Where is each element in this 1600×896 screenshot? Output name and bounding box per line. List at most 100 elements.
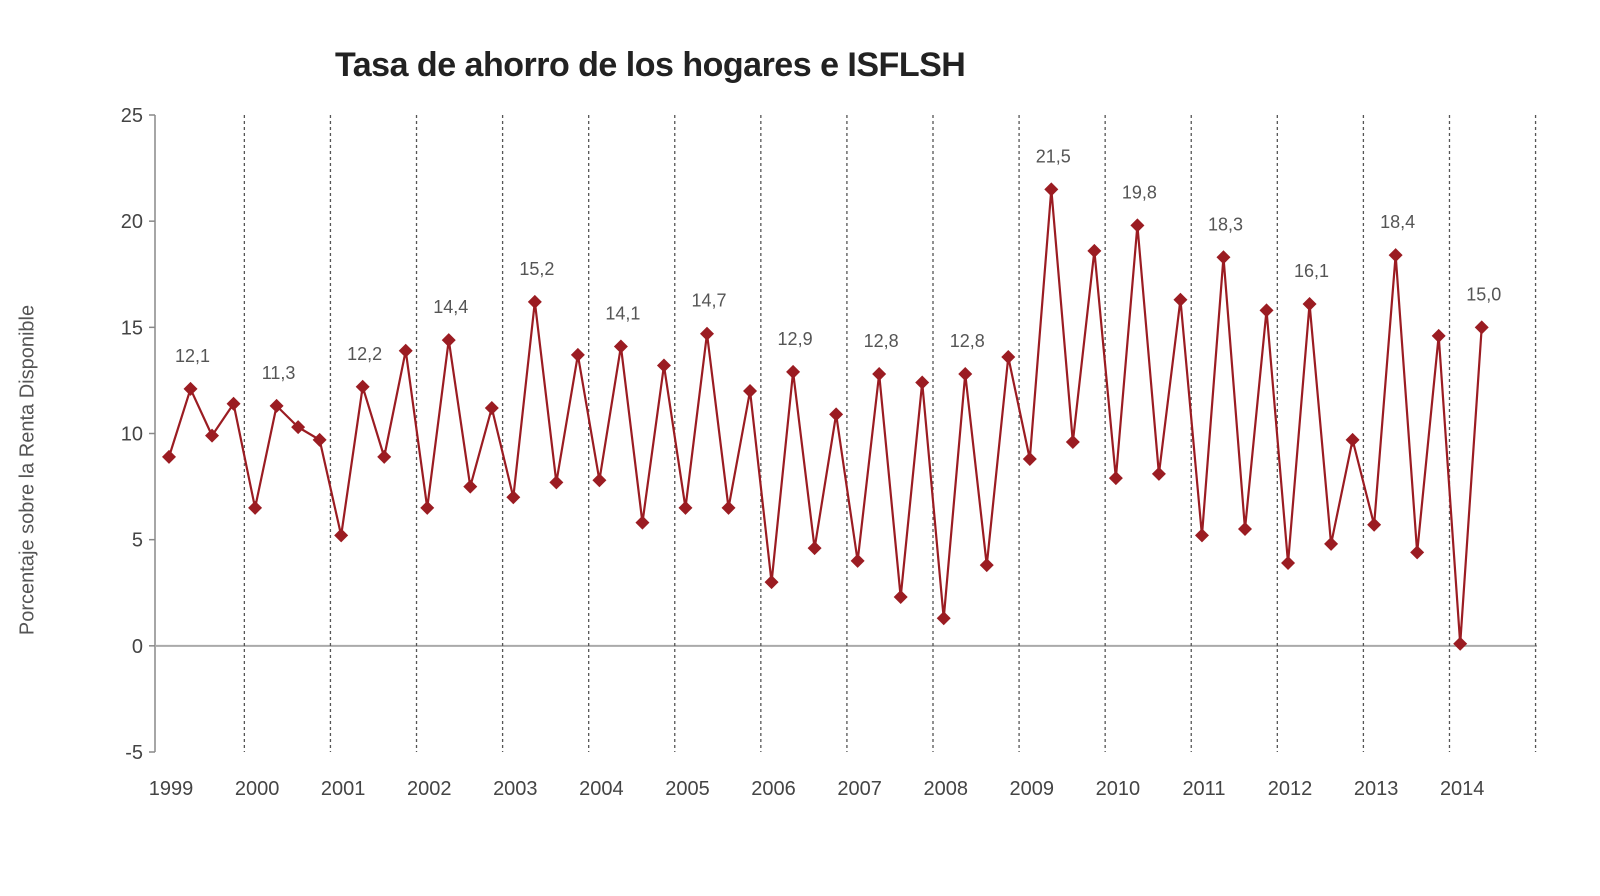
data-point-marker: [700, 326, 714, 341]
data-point-marker: [1345, 432, 1360, 447]
data-point-marker: [1151, 466, 1166, 481]
data-label: 14,1: [605, 303, 640, 323]
data-point-marker: [549, 475, 564, 490]
y-tick-label: 0: [132, 636, 143, 658]
chart-title: Tasa de ahorro de los hogares e ISFLSH: [335, 46, 966, 84]
data-point-marker: [656, 358, 671, 373]
data-point-marker: [743, 384, 758, 399]
data-point-marker: [1108, 471, 1123, 486]
data-point-marker: [355, 379, 370, 394]
data-point-marker: [1216, 250, 1231, 265]
data-point-marker: [678, 500, 693, 515]
data-point-marker: [850, 553, 865, 568]
data-point-marker: [183, 381, 198, 396]
data-label: 15,0: [1466, 284, 1501, 304]
y-tick-label: 10: [121, 424, 143, 446]
x-tick-label: 1999: [149, 778, 194, 800]
data-label: 12,9: [778, 329, 813, 349]
data-label: 18,3: [1208, 214, 1243, 234]
data-point-marker: [1065, 434, 1080, 449]
data-point-marker: [1281, 556, 1296, 571]
data-point-marker: [1302, 296, 1317, 311]
data-point-marker: [398, 343, 413, 358]
x-tick-label: 2002: [407, 778, 452, 800]
data-point-marker: [248, 500, 263, 515]
y-tick-label: 15: [121, 317, 143, 339]
data-point-marker: [506, 490, 521, 505]
x-tick-label: 2012: [1268, 778, 1313, 800]
data-point-marker: [205, 428, 220, 443]
x-tick-label: 2001: [321, 778, 366, 800]
data-label: 19,8: [1122, 182, 1157, 202]
data-point-marker: [1130, 218, 1145, 233]
x-tick-label: 2005: [665, 778, 710, 800]
x-tick-label: 2014: [1440, 778, 1485, 800]
data-point-marker: [334, 528, 349, 543]
data-point-marker: [1259, 303, 1274, 318]
data-point-marker: [893, 589, 908, 604]
data-point-marker: [613, 339, 628, 354]
data-label: 16,1: [1294, 261, 1329, 281]
data-point-marker: [1173, 292, 1188, 307]
data-point-marker: [1367, 517, 1382, 532]
y-tick-label: 5: [132, 530, 143, 552]
data-point-marker: [829, 407, 844, 422]
data-point-marker: [915, 375, 930, 390]
data-point-marker: [1022, 451, 1037, 466]
data-point-marker: [463, 479, 478, 494]
x-tick-label: 2009: [1010, 778, 1055, 800]
data-point-marker: [291, 420, 306, 435]
data-point-marker: [1431, 328, 1446, 343]
y-tick-label: 25: [121, 105, 143, 127]
x-tick-label: 2003: [493, 778, 538, 800]
data-point-marker: [527, 294, 542, 309]
x-tick-label: 2007: [837, 778, 882, 800]
data-label: 21,5: [1036, 146, 1071, 166]
data-point-marker: [1388, 248, 1403, 263]
data-point-marker: [570, 347, 585, 362]
data-point-marker: [1410, 545, 1425, 560]
data-point-marker: [635, 515, 650, 530]
data-label: 14,4: [433, 297, 468, 317]
x-tick-label: 2010: [1096, 778, 1141, 800]
series-line: [167, 188, 1483, 645]
data-point-marker: [1044, 182, 1059, 197]
data-point-marker: [1087, 243, 1102, 258]
data-point-marker: [162, 449, 176, 464]
data-point-marker: [958, 367, 973, 382]
x-tick-label: 2004: [579, 778, 624, 800]
data-point-marker: [1324, 536, 1339, 551]
data-point-marker: [872, 367, 887, 382]
x-tick-label: 2006: [751, 778, 796, 800]
data-label: 12,8: [864, 331, 899, 351]
data-label: 18,4: [1380, 212, 1415, 232]
data-point-marker: [1453, 636, 1468, 651]
data-point-marker: [377, 449, 392, 464]
data-label: 12,1: [175, 346, 210, 366]
data-label: 15,2: [519, 259, 554, 279]
data-point-marker: [786, 364, 801, 379]
data-label: 12,2: [347, 344, 382, 364]
x-tick-label: 2011: [1182, 778, 1225, 800]
data-point-marker: [420, 500, 435, 515]
data-point-marker: [721, 500, 736, 515]
data-point-marker: [807, 541, 822, 556]
data-point-marker: [1238, 522, 1252, 537]
data-point-marker: [592, 473, 607, 488]
data-point-marker: [764, 575, 779, 590]
data-point-marker: [1001, 350, 1016, 365]
data-point-marker: [441, 333, 456, 348]
x-tick-label: 2013: [1354, 778, 1399, 800]
x-tick-label: 2000: [235, 778, 280, 800]
data-label: 11,3: [262, 363, 296, 383]
data-point-marker: [936, 611, 951, 626]
data-label: 14,7: [691, 291, 726, 311]
data-point-marker: [312, 432, 327, 447]
data-point-marker: [1474, 320, 1489, 335]
data-point-marker: [484, 401, 499, 416]
data-point-marker: [269, 398, 284, 413]
data-point-marker: [1194, 528, 1209, 543]
y-tick-label: -5: [125, 742, 143, 764]
data-point-marker: [226, 396, 241, 411]
